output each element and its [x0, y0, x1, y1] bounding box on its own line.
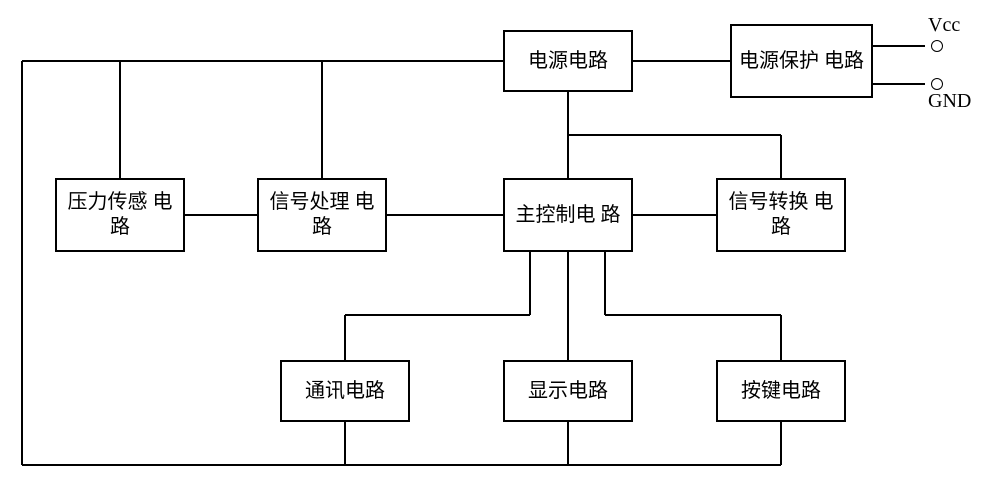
block-power: 电源电路 [503, 30, 633, 92]
block-main-ctrl: 主控制电 路 [503, 178, 633, 252]
label: 显示电路 [528, 379, 608, 404]
pin-vcc-terminal [931, 40, 943, 52]
pin-gnd-label: GND [928, 90, 971, 113]
label: 压力传感 电路 [61, 190, 179, 240]
block-power-protect: 电源保护 电路 [730, 24, 873, 98]
pin-vcc-label: Vcc [928, 14, 960, 37]
block-display: 显示电路 [503, 360, 633, 422]
block-comm: 通讯电路 [280, 360, 410, 422]
label: 按键电路 [741, 379, 821, 404]
label: 通讯电路 [305, 379, 385, 404]
diagram-canvas: 电源电路 电源保护 电路 压力传感 电路 信号处理 电路 主控制电 路 信号转换… [0, 0, 1000, 503]
label: 电源电路 [528, 49, 608, 74]
block-button: 按键电路 [716, 360, 846, 422]
pin-gnd-terminal [931, 78, 943, 90]
label: 信号处理 电路 [263, 190, 381, 240]
label: 主控制电 路 [516, 203, 621, 228]
block-pressure: 压力传感 电路 [55, 178, 185, 252]
label: 电源保护 电路 [739, 49, 864, 74]
block-signal-conv: 信号转换 电路 [716, 178, 846, 252]
label: 信号转换 电路 [722, 190, 840, 240]
block-signal-proc: 信号处理 电路 [257, 178, 387, 252]
